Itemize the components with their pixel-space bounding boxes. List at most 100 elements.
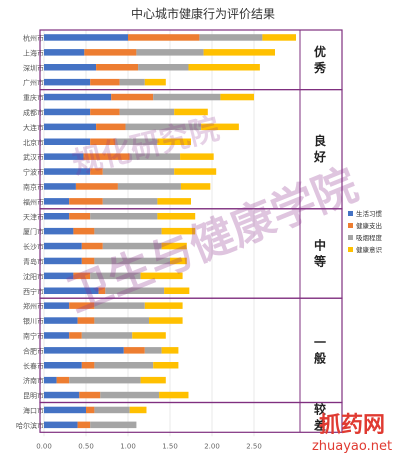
bar-segment [98, 287, 106, 294]
bar-segment [149, 317, 183, 324]
x-tick-label: 0.50 [78, 442, 94, 450]
bar-segment [90, 78, 120, 86]
bar-segment [94, 406, 130, 414]
bar-segment [174, 108, 208, 116]
category-label: 长春市 [23, 361, 44, 370]
bar-segment [90, 421, 137, 429]
category-label: 重庆市 [23, 93, 44, 102]
bar-segment [44, 406, 86, 414]
bar-segment [140, 376, 166, 384]
bar-segment [157, 138, 191, 145]
bar-segment [144, 347, 162, 354]
bar-segment [90, 108, 120, 116]
category-label: 长沙市 [23, 242, 44, 251]
bar-segment [81, 332, 133, 339]
bars [44, 34, 296, 429]
bar-segment [44, 421, 78, 429]
category-label: 大连市 [23, 123, 44, 132]
bar-segment [128, 34, 200, 41]
category-label: 昆明市 [23, 391, 44, 400]
bar-segment [77, 421, 91, 429]
bar-segment [262, 34, 296, 41]
bar-segment [44, 34, 128, 41]
category-label: 南宁市 [23, 331, 44, 340]
bar-segment [174, 168, 217, 175]
bar-segment [199, 34, 263, 41]
bar-segment [132, 332, 166, 339]
bar-segment [69, 332, 82, 339]
bar-segment [102, 198, 158, 205]
bar-segment [44, 108, 91, 116]
bar-segment [220, 93, 254, 101]
bar-segment [44, 78, 91, 86]
bar-segment [84, 49, 137, 56]
bar-segment [105, 287, 165, 294]
bar-segment [94, 317, 149, 324]
bar-segment [81, 257, 95, 265]
bar-segment [44, 138, 91, 145]
category-label: 天津市 [23, 212, 44, 221]
group-label: 较差 [313, 401, 326, 432]
bar-segment [44, 347, 124, 354]
category-label: 济南市 [23, 376, 44, 385]
group-label: 一般 [314, 335, 326, 365]
x-tick-label: 2.00 [204, 442, 220, 450]
bar-segment [44, 153, 84, 160]
bar-segment [44, 242, 82, 250]
bar-segment [44, 376, 57, 384]
bar-segment [180, 183, 211, 190]
category-label: 青岛市 [23, 257, 44, 266]
legend-swatch [348, 211, 353, 216]
bar-segment [83, 153, 130, 160]
bar-segment [125, 123, 202, 131]
legend-label: 健康意识 [356, 245, 383, 254]
bar-segment [69, 302, 95, 309]
category-label: 深圳市 [23, 63, 44, 72]
bar-segment [161, 227, 196, 235]
category-label: 北京市 [23, 138, 44, 147]
x-tick-label: 0.00 [36, 442, 52, 450]
category-label: 福州市 [23, 197, 44, 206]
bar-segment [140, 272, 183, 280]
group-label: 优秀 [313, 44, 327, 75]
bar-segment [157, 213, 196, 220]
bar-segment [44, 198, 70, 205]
bar-segment [77, 317, 95, 324]
bar-segment [44, 272, 74, 280]
legend-label: 健康支出 [356, 221, 382, 230]
category-label: 武汉市 [23, 153, 44, 162]
bar-segment [44, 123, 97, 131]
group-box [39, 401, 343, 433]
bar-segment [170, 257, 187, 265]
bar-segment [201, 123, 239, 131]
bar-segment [81, 362, 95, 369]
bar-segment [75, 183, 118, 190]
bar-segment [188, 64, 260, 71]
bar-segment [94, 257, 170, 265]
x-tick-label: 1.50 [162, 442, 178, 450]
bar-segment [161, 347, 179, 354]
site-logo-name: 抓药网 [319, 412, 385, 438]
category-label: 海口市 [23, 406, 44, 415]
bar-segment [44, 391, 80, 399]
category-label: 西宁市 [23, 287, 44, 296]
bar-segment [144, 78, 166, 86]
bar-segment [44, 64, 97, 71]
category-label: 宁波市 [23, 168, 44, 177]
site-logo-url: zhuayao.net [312, 439, 392, 454]
category-label: 郑州市 [23, 302, 44, 311]
bar-segment [159, 391, 189, 399]
category-label: 成都市 [23, 108, 44, 117]
bar-segment [153, 362, 179, 369]
bar-segment [94, 362, 154, 369]
x-tick-label: 2.50 [246, 442, 262, 450]
legend-swatch [348, 235, 353, 240]
bar-segment [44, 227, 74, 235]
bar-segment [44, 213, 70, 220]
bar-segment [44, 287, 99, 294]
bar-segment [96, 123, 126, 131]
